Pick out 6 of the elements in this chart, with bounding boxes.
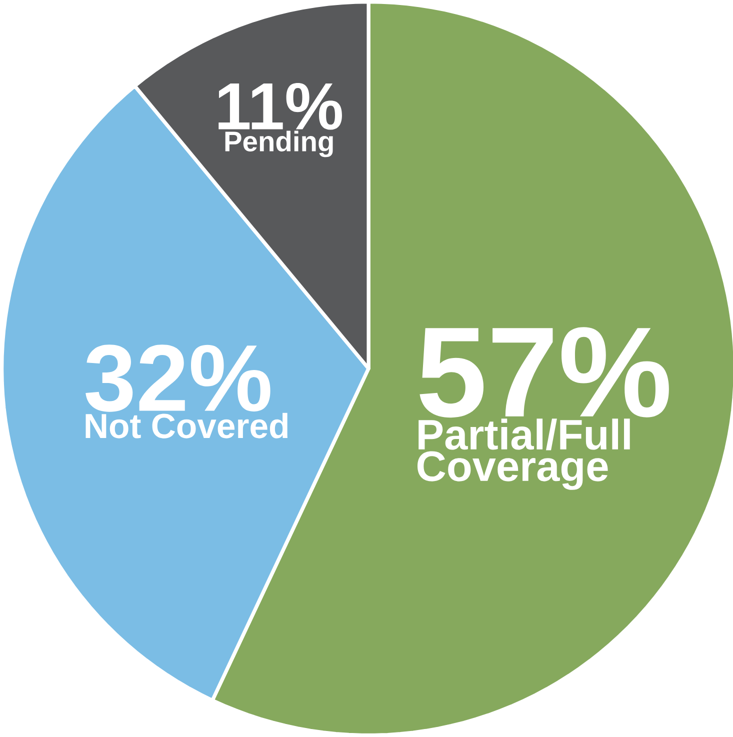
- slice-label: Partial/Full Coverage: [417, 418, 630, 490]
- slice-label: Not Covered: [86, 412, 288, 438]
- slice-label: Pending: [225, 130, 333, 158]
- data-label: 57%: [420, 327, 669, 418]
- data-label: 11%: [218, 83, 342, 130]
- data-label: 32%: [86, 344, 270, 412]
